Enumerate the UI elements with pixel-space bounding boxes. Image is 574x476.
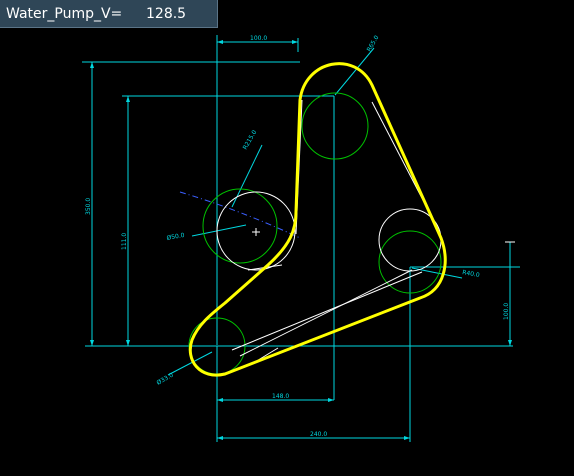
- dim-lower-width[interactable]: 148.0: [272, 393, 289, 400]
- center-cross-icon: [252, 228, 260, 236]
- dim-mid-height[interactable]: 111.0: [121, 233, 128, 250]
- left-pulley[interactable]: [202, 188, 278, 264]
- dim-right-radius[interactable]: R40.0: [462, 269, 481, 279]
- parameter-readout: Water_Pump_V= 128.5: [0, 0, 218, 28]
- dimension-arrows: [90, 40, 512, 440]
- belt-path[interactable]: [188, 62, 447, 377]
- dim-left-radius[interactable]: R215.0: [242, 129, 259, 151]
- dim-overall-height[interactable]: 350.0: [85, 198, 92, 215]
- dim-left-pulley-dia[interactable]: Ø50.0: [166, 232, 185, 242]
- dim-bottom-pulley-dia[interactable]: Ø33.0: [156, 372, 175, 387]
- right-pulley[interactable]: [378, 230, 442, 294]
- construction-circle-left: [216, 191, 296, 271]
- dim-right-height[interactable]: 100.0: [503, 303, 510, 320]
- dim-top-radius[interactable]: R65.0: [366, 34, 381, 53]
- dimension-lines: [82, 35, 520, 442]
- pulleys: [188, 92, 442, 375]
- centerline-arc: [179, 191, 301, 239]
- parameter-value: 128.5: [146, 6, 187, 22]
- dim-top-width[interactable]: 100.0: [250, 35, 267, 42]
- parameter-label: Water_Pump_V=: [6, 6, 123, 22]
- dim-overall-width[interactable]: 240.0: [310, 431, 327, 438]
- top-pulley[interactable]: [301, 92, 369, 160]
- dimension-texts: 100.0 R65.0 R215.0 350.0 111.0 Ø50.0 R40…: [85, 34, 510, 438]
